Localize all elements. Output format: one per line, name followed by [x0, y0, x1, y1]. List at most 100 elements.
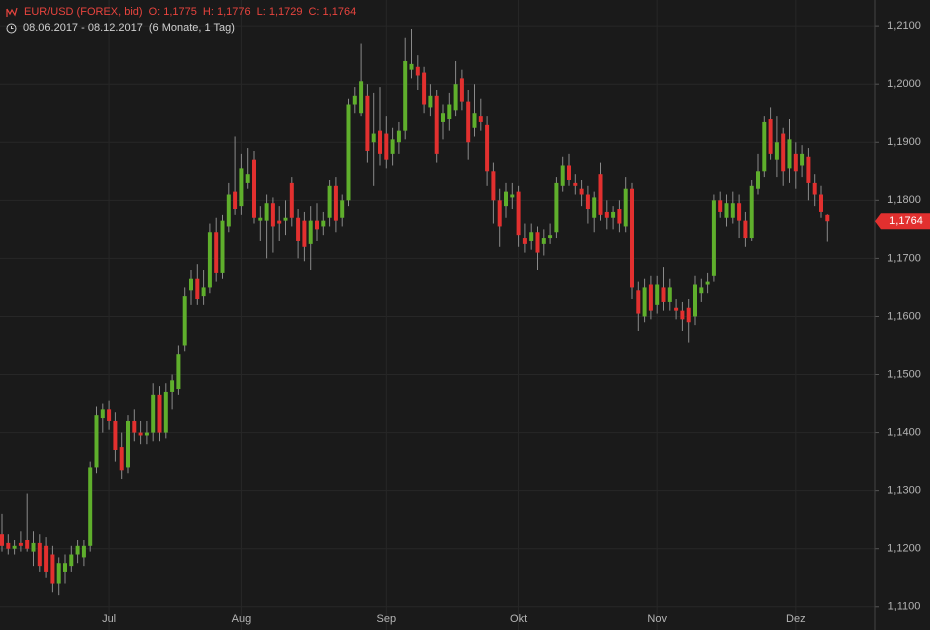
candle-body: [113, 420, 118, 450]
x-tick-label: Aug: [232, 613, 252, 625]
candle-body: [365, 95, 370, 151]
candle-body: [25, 540, 30, 549]
candle-body: [214, 232, 219, 273]
candle-body: [453, 84, 458, 111]
candle-body: [504, 191, 508, 207]
candle-body: [384, 133, 389, 160]
candle-body: [0, 534, 4, 546]
candle-body: [535, 232, 540, 253]
candle-body: [390, 139, 395, 154]
candle-body: [239, 168, 244, 207]
candle-body: [18, 542, 23, 546]
candle-body: [144, 432, 149, 436]
candle-body: [762, 121, 767, 172]
candle-body: [371, 133, 376, 143]
candle-body: [132, 420, 137, 433]
candle-body: [340, 200, 345, 218]
candle-body: [378, 130, 382, 154]
y-tick-label: 1,1600: [887, 310, 921, 322]
period: (6 Monate, 1 Tag): [148, 22, 235, 34]
candle-body: [6, 542, 11, 549]
candle-body: [63, 563, 67, 572]
candle-body: [705, 281, 710, 285]
candle-body: [434, 95, 439, 154]
candle-body: [138, 432, 143, 436]
candle-body: [315, 220, 319, 230]
candle-body: [182, 296, 187, 346]
candle-body: [409, 63, 414, 70]
candle-body: [422, 72, 427, 105]
instrument-icon: [6, 7, 18, 17]
candle-body: [252, 159, 256, 218]
y-tick-label: 1,1700: [887, 252, 921, 264]
candle-body: [541, 238, 546, 244]
candle-body: [756, 171, 760, 189]
y-tick-label: 1,1800: [887, 194, 921, 206]
y-tick-label: 1,2000: [887, 78, 921, 90]
candle-body: [737, 203, 742, 221]
candle-body: [611, 211, 616, 218]
candle-body: [308, 220, 313, 244]
candle-body: [220, 220, 225, 273]
x-tick-label: Sep: [377, 613, 397, 625]
candle-body: [44, 545, 49, 572]
y-tick-label: 1,1100: [888, 601, 921, 613]
candle-body: [661, 287, 666, 302]
candle-body: [189, 278, 193, 291]
candle-body: [264, 203, 269, 221]
candle-body: [598, 174, 603, 215]
y-tick-label: 1,1300: [887, 485, 921, 497]
candle-body: [548, 235, 553, 239]
candle-body: [346, 104, 351, 201]
candle-body: [579, 188, 584, 195]
candle-body: [283, 217, 288, 221]
candle-body: [585, 194, 590, 210]
candle-body: [560, 165, 565, 186]
candle-body: [686, 307, 691, 323]
candle-body: [415, 66, 420, 76]
candle-body: [201, 287, 206, 297]
candle-body: [825, 214, 830, 222]
candle-body: [157, 394, 162, 433]
candle-body: [277, 220, 282, 224]
x-tick-label: Nov: [647, 613, 667, 625]
candle-body: [522, 238, 527, 244]
candle-body: [195, 278, 200, 300]
y-tick-label: 1,1400: [887, 426, 921, 438]
candle-body: [151, 394, 156, 433]
clock-icon: [6, 23, 17, 33]
candle-body: [485, 124, 490, 172]
candle-body: [56, 563, 61, 584]
candle-body: [699, 287, 704, 294]
candle-body: [718, 200, 723, 212]
candle-body: [617, 209, 622, 224]
candle-body: [781, 133, 786, 172]
date-range: 08.06.2017 - 08.12.2017: [23, 22, 143, 34]
candle-body: [466, 101, 471, 143]
candle-body: [233, 191, 238, 210]
candle-body: [126, 420, 130, 468]
candle-body: [447, 104, 452, 120]
candle-body: [623, 188, 628, 227]
candle-body: [497, 200, 502, 227]
candle-body: [800, 153, 805, 166]
x-tick-label: Dez: [786, 613, 806, 625]
y-tick-label: 1,2100: [887, 20, 921, 32]
candle-body: [787, 139, 792, 169]
candle-body: [289, 182, 294, 218]
candle-body: [37, 542, 42, 567]
candle-body: [642, 287, 647, 317]
candle-body: [107, 409, 112, 421]
candle-body: [567, 165, 571, 180]
candle-body: [774, 142, 779, 160]
candle-body: [711, 200, 716, 276]
candle-body: [573, 182, 578, 186]
candle-body: [100, 409, 105, 419]
candle-body: [806, 156, 811, 183]
candle-body: [88, 467, 93, 546]
ohlc-high: H: 1,1776: [202, 6, 251, 18]
y-tick-label: 1,1200: [887, 543, 921, 555]
candle-body: [359, 81, 364, 114]
